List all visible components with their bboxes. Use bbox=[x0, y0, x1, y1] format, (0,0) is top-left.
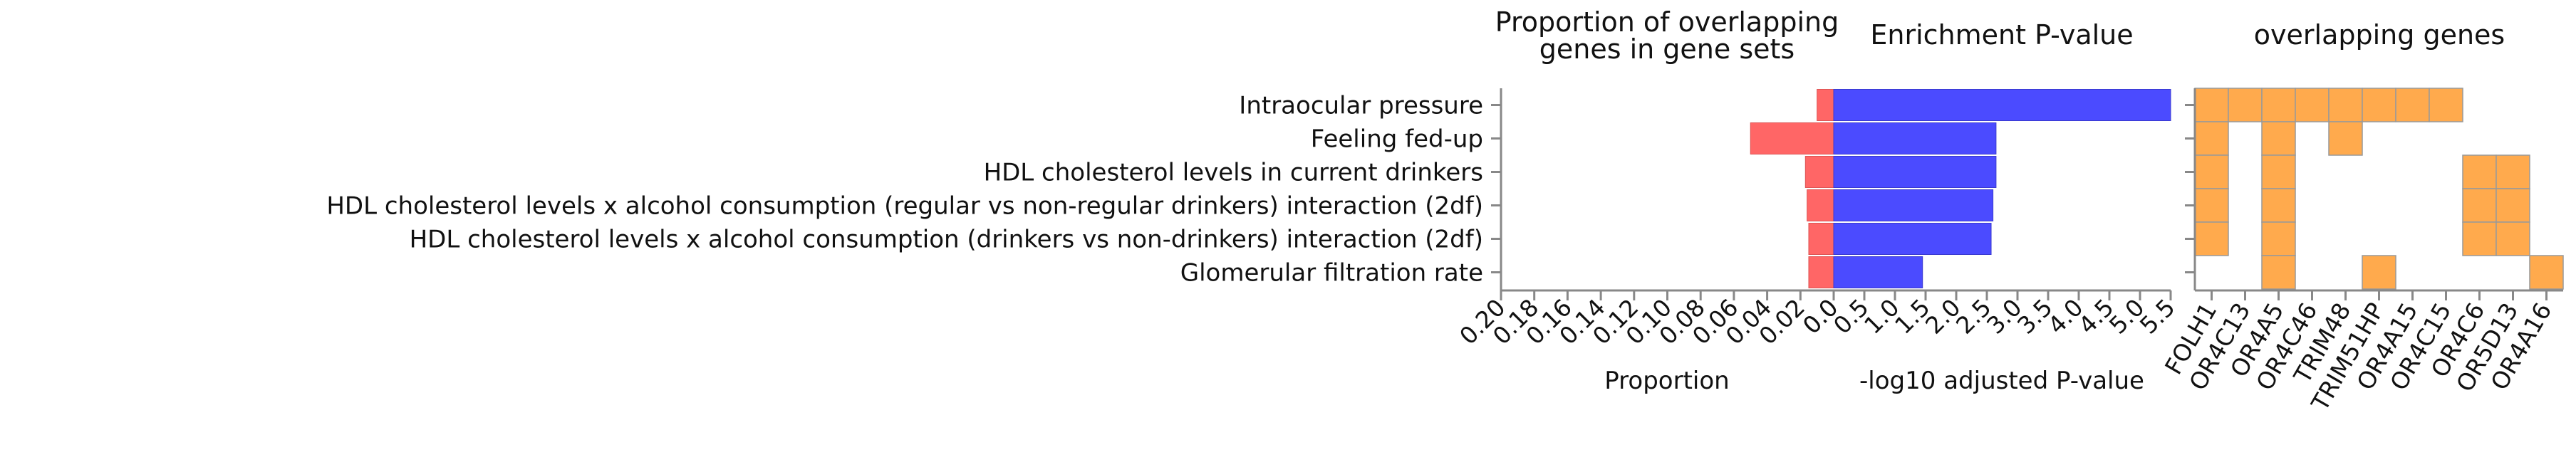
proportion-xlabel: Proportion bbox=[1604, 367, 1729, 395]
gene-cell bbox=[2462, 221, 2497, 256]
gene-cell bbox=[2395, 88, 2430, 122]
gene-cell bbox=[2261, 154, 2296, 189]
gene-cell bbox=[2328, 121, 2363, 156]
pvalue-panel: 0.00.51.01.52.02.53.03.54.04.55.05.5Enri… bbox=[1797, 19, 2181, 395]
pvalue-bar bbox=[1833, 89, 2171, 121]
gene-cell bbox=[2429, 88, 2463, 122]
proportion-panel: 0.200.180.160.140.120.100.080.060.040.02… bbox=[1454, 6, 1844, 395]
pvalue-bar bbox=[1833, 122, 1997, 154]
proportion-bar bbox=[1750, 122, 1834, 154]
category-label: Glomerular filtration rate bbox=[1180, 259, 1483, 288]
gene-cell bbox=[2362, 255, 2396, 290]
pvalue-bar bbox=[1833, 189, 1994, 221]
gene-cell bbox=[2362, 88, 2396, 122]
category-label: HDL cholesterol levels x alcohol consump… bbox=[410, 226, 1483, 254]
gene-cell bbox=[2194, 154, 2229, 189]
category-labels: Intraocular pressure Feeling fed-up HDL ch… bbox=[326, 92, 1483, 288]
proportion-bar bbox=[1817, 89, 1834, 121]
category-label: Feeling fed-up bbox=[1311, 125, 1483, 154]
pvalue-xlabel: -log10 adjusted P-value bbox=[1859, 367, 2144, 395]
gene-cell bbox=[2194, 188, 2229, 223]
gene-cell bbox=[2261, 255, 2296, 290]
proportion-title-line2: genes in gene sets bbox=[1539, 33, 1795, 65]
proportion-bar bbox=[1807, 189, 1834, 221]
gene-cell bbox=[2261, 121, 2296, 156]
gene-cell bbox=[2194, 221, 2229, 256]
gene-cell bbox=[2462, 154, 2497, 189]
genes-title: overlapping genes bbox=[2254, 19, 2505, 51]
gene-cell bbox=[2261, 221, 2296, 256]
proportion-title-line1: Proportion of overlapping bbox=[1495, 6, 1839, 38]
proportion-bar bbox=[1804, 156, 1834, 188]
gene-cell bbox=[2295, 88, 2330, 122]
category-label: Intraocular pressure bbox=[1239, 92, 1483, 120]
gene-cell bbox=[2462, 188, 2497, 223]
gene-cell bbox=[2496, 221, 2530, 256]
pvalue-bar bbox=[1833, 256, 1923, 288]
category-label: HDL cholesterol levels x alcohol consump… bbox=[326, 192, 1483, 221]
gene-cell bbox=[2228, 88, 2263, 122]
gene-cell bbox=[2496, 154, 2530, 189]
proportion-bar bbox=[1808, 256, 1834, 288]
gene-cell bbox=[2496, 188, 2530, 223]
gene-cell bbox=[2194, 88, 2229, 122]
x-tick-label: 5.5 bbox=[2134, 293, 2181, 340]
genes-panel: FOLH1OR4C13OR4A5OR4C46TRIM48TRIM51HPOR4A… bbox=[2159, 19, 2564, 416]
proportion-bar bbox=[1808, 223, 1834, 255]
pvalue-bar bbox=[1833, 223, 1992, 255]
gene-cell bbox=[2261, 188, 2296, 223]
pvalue-bar bbox=[1833, 156, 1997, 188]
pvalue-title: Enrichment P-value bbox=[1870, 19, 2133, 51]
gene-cell bbox=[2328, 88, 2363, 122]
gene-cell bbox=[2261, 88, 2296, 122]
category-label: HDL cholesterol levels in current drinke… bbox=[984, 159, 1483, 187]
gene-cell bbox=[2529, 255, 2564, 290]
gene-cell bbox=[2194, 121, 2229, 156]
